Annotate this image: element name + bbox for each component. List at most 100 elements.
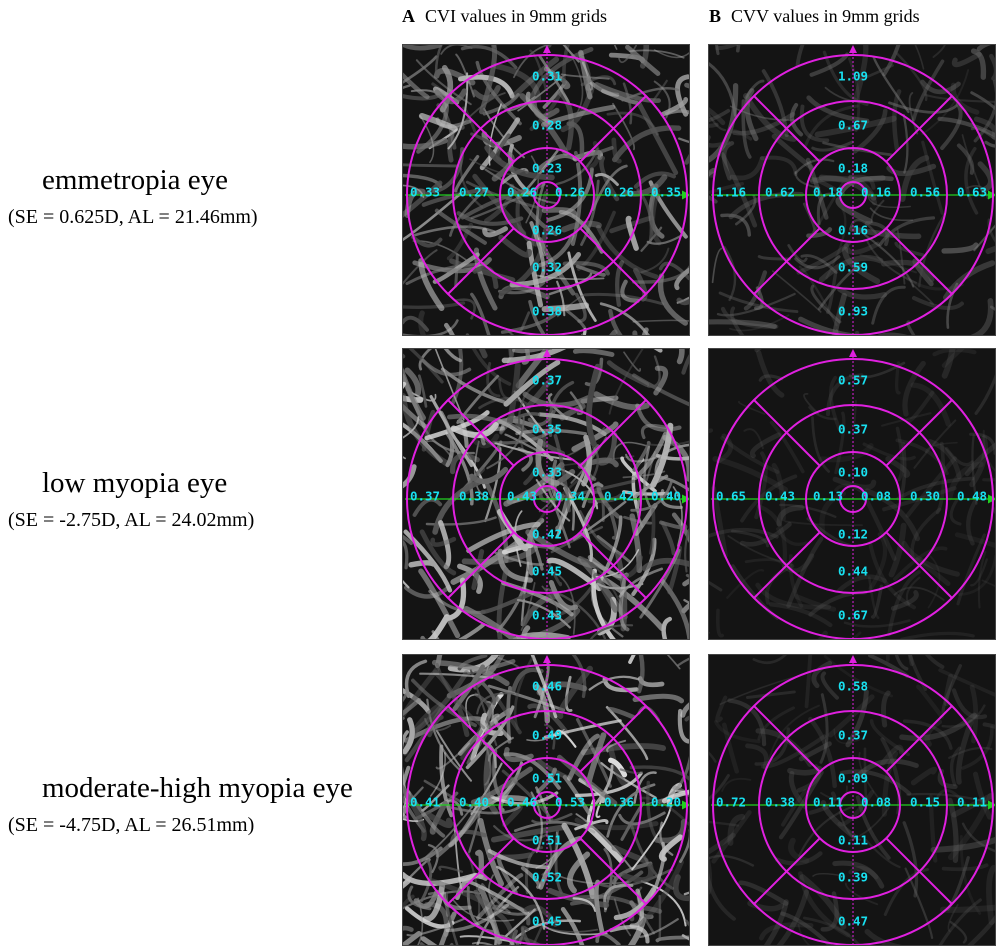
value-inferior-2: 0.45 xyxy=(532,564,562,579)
value-superior-3: 0.31 xyxy=(532,69,562,84)
sector-divider-1 xyxy=(579,837,647,905)
grid-ring-3 xyxy=(452,404,642,594)
value-superior-2: 0.67 xyxy=(838,118,868,133)
sector-divider-2 xyxy=(579,95,647,163)
up-arrow-icon xyxy=(849,45,857,53)
right-arrow-icon xyxy=(988,190,995,200)
row-params: (SE = 0.625D, AL = 21.46mm) xyxy=(8,206,258,228)
grid-ring-1 xyxy=(839,485,867,513)
sector-divider-1 xyxy=(885,837,953,905)
value-nasal-1: 0.11 xyxy=(813,795,843,810)
etdrs-grid: 0.37 0.35 0.33 0.42 0.45 0.43 0.37 0.38 0.43 0.34… xyxy=(405,349,689,639)
grid-ring-2 xyxy=(805,451,901,547)
sector-divider-1 xyxy=(579,531,647,599)
value-inferior-1: 0.11 xyxy=(838,833,868,848)
value-temporal-1: 0.26 xyxy=(555,185,585,200)
grid-ring-4 xyxy=(712,358,994,639)
value-nasal-3: 0.65 xyxy=(716,489,746,504)
value-temporal-2: 0.15 xyxy=(910,795,940,810)
right-arrow-icon xyxy=(988,494,995,504)
value-temporal-3: 0.40 xyxy=(651,489,681,504)
value-superior-3: 0.46 xyxy=(532,679,562,694)
value-temporal-2: 0.36 xyxy=(604,795,634,810)
etdrs-grid: 0.57 0.37 0.10 0.12 0.44 0.67 0.65 0.43 0.13 0.08… xyxy=(711,349,995,639)
up-arrow-icon xyxy=(543,45,551,53)
value-temporal-1: 0.08 xyxy=(861,795,891,810)
value-nasal-2: 0.40 xyxy=(459,795,489,810)
grid-ring-4 xyxy=(406,54,688,335)
value-nasal-3: 0.33 xyxy=(410,185,440,200)
grid-ring-3 xyxy=(758,100,948,290)
etdrs-grid: 1.09 0.67 0.18 0.16 0.59 0.93 1.16 0.62 0.18 0.16… xyxy=(711,45,995,335)
sector-divider-1 xyxy=(885,227,953,295)
value-temporal-3: 0.11 xyxy=(957,795,987,810)
value-inferior-1: 0.51 xyxy=(532,833,562,848)
grid-ring-2 xyxy=(499,757,595,853)
column-letter: A xyxy=(402,6,415,26)
value-nasal-2: 0.27 xyxy=(459,185,489,200)
grid-ring-2 xyxy=(499,451,595,547)
value-nasal-2: 0.62 xyxy=(765,185,795,200)
grid-ring-4 xyxy=(712,54,994,335)
column-header-a: A CVI values in 9mm grids xyxy=(402,6,607,27)
value-superior-3: 0.57 xyxy=(838,373,868,388)
sector-divider-4 xyxy=(447,705,515,773)
panel-cvv-moderate-high-myopia: 0.58 0.37 0.09 0.11 0.39 0.47 0.72 0.38 0.11 0.08… xyxy=(708,654,996,946)
value-temporal-2: 0.30 xyxy=(910,489,940,504)
value-superior-2: 0.37 xyxy=(838,422,868,437)
sector-divider-1 xyxy=(885,531,953,599)
value-inferior-3: 0.45 xyxy=(532,914,562,929)
grid-ring-1 xyxy=(533,791,561,819)
panel-cvi-moderate-high-myopia: 0.46 0.49 0.51 0.51 0.52 0.45 0.41 0.40 0.46 0.53… xyxy=(402,654,690,946)
value-nasal-1: 0.13 xyxy=(813,489,843,504)
up-arrow-icon xyxy=(543,655,551,663)
up-arrow-icon xyxy=(543,349,551,357)
sector-divider-3 xyxy=(447,227,515,295)
value-temporal-1: 0.34 xyxy=(555,489,585,504)
etdrs-grid: 0.58 0.37 0.09 0.11 0.39 0.47 0.72 0.38 0.11 0.08… xyxy=(711,655,995,945)
value-nasal-3: 1.16 xyxy=(716,185,746,200)
grid-ring-3 xyxy=(758,710,948,900)
grid-ring-4 xyxy=(712,664,994,945)
sector-divider-1 xyxy=(579,227,647,295)
sector-divider-4 xyxy=(753,705,821,773)
value-temporal-3: 0.48 xyxy=(957,489,987,504)
grid-ring-1 xyxy=(533,181,561,209)
row-name: moderate-high myopia eye xyxy=(42,772,353,804)
value-nasal-1: 0.26 xyxy=(507,185,537,200)
value-inferior-3: 0.43 xyxy=(532,608,562,623)
value-superior-1: 0.10 xyxy=(838,465,868,480)
value-temporal-2: 0.26 xyxy=(604,185,634,200)
row-name: low myopia eye xyxy=(42,467,228,499)
value-superior-1: 0.18 xyxy=(838,161,868,176)
sector-divider-3 xyxy=(753,531,821,599)
value-temporal-1: 0.16 xyxy=(861,185,891,200)
value-superior-1: 0.33 xyxy=(532,465,562,480)
panel-cvv-emmetropia: 1.09 0.67 0.18 0.16 0.59 0.93 1.16 0.62 0.18 0.16… xyxy=(708,44,996,336)
up-arrow-icon xyxy=(849,349,857,357)
value-nasal-2: 0.38 xyxy=(765,795,795,810)
grid-ring-1 xyxy=(533,485,561,513)
right-arrow-icon xyxy=(988,800,995,810)
value-temporal-1: 0.08 xyxy=(861,489,891,504)
grid-ring-3 xyxy=(452,100,642,290)
sector-divider-2 xyxy=(885,95,953,163)
value-superior-1: 0.23 xyxy=(532,161,562,176)
grid-ring-2 xyxy=(499,147,595,243)
value-inferior-2: 0.39 xyxy=(838,870,868,885)
sector-divider-3 xyxy=(753,227,821,295)
sector-divider-4 xyxy=(753,399,821,467)
value-temporal-2: 0.42 xyxy=(604,489,634,504)
sector-divider-4 xyxy=(447,95,515,163)
value-inferior-1: 0.26 xyxy=(532,223,562,238)
value-superior-2: 0.37 xyxy=(838,728,868,743)
value-nasal-2: 0.43 xyxy=(765,489,795,504)
value-temporal-1: 0.53 xyxy=(555,795,585,810)
grid-ring-4 xyxy=(406,664,688,945)
value-temporal-3: 0.35 xyxy=(651,185,681,200)
panel-cvi-low-myopia: 0.37 0.35 0.33 0.42 0.45 0.43 0.37 0.38 0.43 0.34… xyxy=(402,348,690,640)
value-nasal-2: 0.38 xyxy=(459,489,489,504)
grid-ring-4 xyxy=(406,358,688,639)
sector-divider-3 xyxy=(447,837,515,905)
row-params: (SE = -4.75D, AL = 26.51mm) xyxy=(8,814,255,836)
